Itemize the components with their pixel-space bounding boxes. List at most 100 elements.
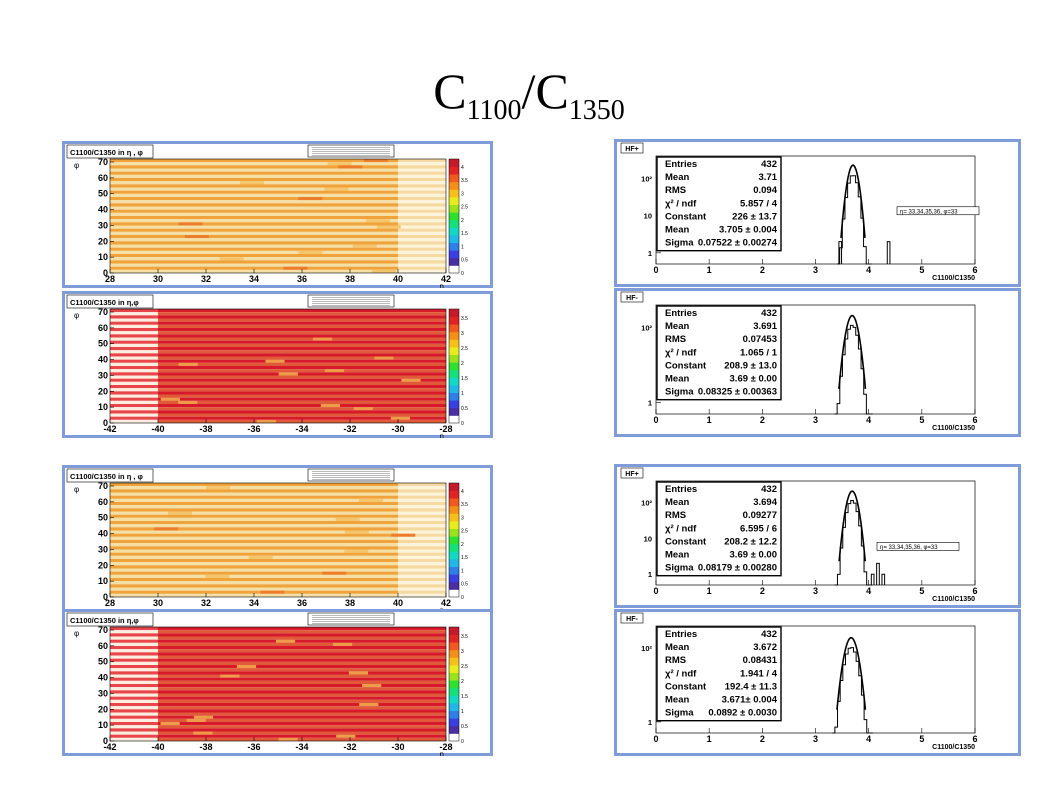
heatmap-cell	[398, 540, 446, 544]
heatmap-y-tick-label: 60	[98, 641, 108, 651]
heatmap-y-tick-label: 40	[98, 355, 108, 365]
heatmap-cell	[275, 639, 296, 643]
heatmap-cell	[110, 502, 398, 506]
histogram-stat-label: χ² / ndf	[665, 668, 697, 679]
histogram-x-tick-label: 6	[972, 415, 977, 425]
histogram-stat-value: 432	[761, 159, 777, 170]
heatmap-cell	[110, 388, 158, 392]
heatmap-cell	[398, 495, 446, 499]
histogram-stat-value: 3.69 ± 0.00	[730, 550, 777, 561]
heatmap-y-tick-label: 70	[98, 307, 108, 317]
heatmap-cell	[110, 690, 158, 694]
histogram-stat-label: Sigma	[665, 238, 694, 249]
heatmap-x-axis-label: η	[440, 282, 444, 288]
heatmap-y-tick-label: 10	[98, 576, 108, 586]
heatmap-y-tick-label: 20	[98, 386, 108, 396]
histogram-y-tick-label: 10²	[641, 174, 652, 183]
heatmap-cell	[110, 410, 158, 414]
heatmap-title-box	[66, 612, 154, 627]
heatmap-y-tick-label: 30	[98, 544, 108, 554]
histogram-outlier-bin	[876, 562, 880, 585]
heatmap-cell	[158, 407, 446, 411]
heatmap-cell	[362, 684, 382, 688]
heatmap-x-tick-label: -28	[439, 424, 452, 434]
heatmap-cell	[110, 362, 158, 366]
heatmap-cell	[398, 508, 446, 512]
histogram-annotation-box	[876, 542, 960, 551]
heatmap-cell	[110, 722, 158, 726]
heatmap-palette-label: 1	[461, 244, 464, 250]
heatmap-cell	[110, 725, 158, 729]
histogram-stat-label: Sigma	[665, 708, 694, 719]
histogram-panel-hfminus-2: HF- 0 1 2 3 4 5 6 C1100/C1350 1 10² Entries 432 Mean 3…	[614, 609, 1021, 756]
heatmap-statbox	[307, 144, 395, 158]
heatmap-cell	[110, 549, 398, 553]
heatmap-cell	[352, 244, 377, 248]
heatmap-cell	[336, 734, 356, 738]
heatmap-cell	[398, 225, 446, 229]
heatmap-cell	[178, 400, 198, 404]
heatmap-palette-label: 4	[461, 165, 464, 171]
heatmap-palette-label: 0	[461, 739, 464, 745]
heatmap-palette-label: 2	[461, 679, 464, 685]
heatmap-x-tick-label: 32	[201, 598, 211, 608]
histogram-stat-value: 3.705 ± 0.004	[719, 225, 778, 236]
histogram-x-tick-label: 0	[653, 586, 658, 596]
heatmap-cell	[110, 703, 158, 707]
heatmap-cell	[178, 362, 198, 366]
heatmap-cell	[398, 171, 446, 175]
heatmap-x-tick-label: 40	[393, 598, 403, 608]
histogram-stat-label: Entries	[665, 484, 697, 495]
heatmap-cell	[158, 394, 446, 398]
heatmap-cell	[398, 552, 446, 556]
heatmap-cell	[110, 197, 398, 201]
heatmap-cell	[158, 375, 446, 379]
heatmap-palette-label: 1.5	[461, 231, 468, 237]
heatmap-palette-label: 0.5	[461, 582, 468, 588]
heatmap-cell	[110, 187, 398, 191]
heatmap-palette-cell	[449, 189, 459, 198]
histogram-x-tick-label: 5	[919, 265, 924, 275]
heatmap-palette-cell	[449, 521, 459, 529]
heatmap-cell	[359, 703, 379, 707]
heatmap-palette-cell	[449, 483, 459, 491]
heatmap-cell	[398, 524, 446, 528]
histogram-fit-curve	[838, 314, 867, 390]
heatmap-cell	[110, 540, 398, 544]
histogram-stat-label: RMS	[665, 655, 686, 666]
heatmap-cell	[398, 187, 446, 191]
heatmap-palette-label: 1.5	[461, 376, 468, 382]
histogram-x-tick-label: 3	[813, 265, 818, 275]
heatmap-cell	[332, 642, 353, 646]
heatmap-title: C1100/C1350 in η,φ	[70, 616, 139, 625]
heatmap-cell	[320, 404, 341, 408]
histogram-stat-value: 226 ± 13.7	[732, 211, 777, 222]
heatmap-cell	[158, 649, 446, 653]
heatmap-palette-label: 3	[461, 515, 464, 521]
heatmap-palette-label: 1.5	[461, 694, 468, 700]
heatmap-y-axis-label: φ	[74, 629, 79, 638]
heatmap-cell	[158, 646, 446, 650]
heatmap-title-box	[66, 468, 154, 483]
heatmap-palette-label: 0.5	[461, 724, 468, 730]
heatmap-cell	[374, 356, 394, 360]
heatmap-cell	[110, 416, 158, 420]
heatmap-cell	[398, 228, 446, 232]
heatmap-cell	[158, 334, 446, 338]
histogram-x-tick-label: 1	[707, 265, 712, 275]
heatmap-cell	[110, 241, 398, 245]
heatmap-palette-cell	[449, 392, 459, 401]
heatmap-palette-label: 3.5	[461, 502, 468, 508]
heatmap-y-tick-label: 70	[98, 481, 108, 491]
heatmap-cell	[158, 347, 446, 351]
histogram-stat-label: Constant	[665, 360, 707, 371]
heatmap-cell	[398, 549, 446, 553]
heatmap-cell	[158, 715, 446, 719]
heatmap-cell	[398, 533, 446, 537]
heatmap-x-tick-label: -36	[247, 742, 260, 752]
heatmap-cell	[219, 257, 244, 261]
heatmap-cell	[158, 725, 446, 729]
heatmap-cell	[398, 527, 446, 531]
heatmap-cell	[110, 552, 398, 556]
heatmap-cell	[110, 639, 158, 643]
